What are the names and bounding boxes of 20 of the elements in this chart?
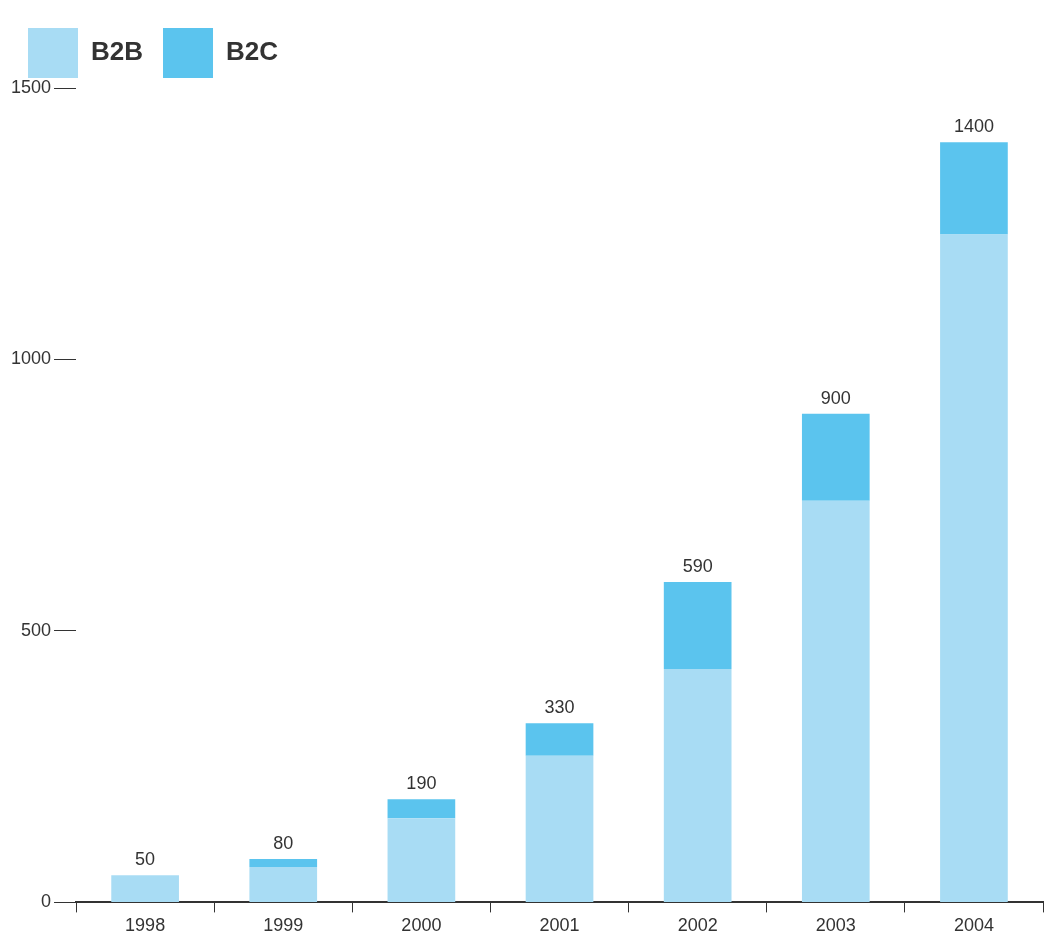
legend-label: B2C bbox=[226, 36, 279, 67]
legend-label: B2B bbox=[91, 36, 144, 67]
y-tick-label: 1500 bbox=[11, 76, 52, 97]
total-label: 330 bbox=[544, 697, 575, 718]
x-tick-label: 1998 bbox=[125, 915, 166, 936]
total-label: 900 bbox=[820, 387, 851, 408]
total-label: 590 bbox=[682, 556, 713, 577]
x-tick-label: 2000 bbox=[401, 915, 442, 936]
total-label: 50 bbox=[135, 849, 156, 870]
y-tick-label: 1000 bbox=[11, 348, 52, 369]
x-tick-label: 2004 bbox=[953, 915, 994, 936]
x-tick-label: 2001 bbox=[539, 915, 580, 936]
y-tick-label: 0 bbox=[41, 891, 52, 912]
x-tick-label: 2002 bbox=[677, 915, 718, 936]
total-label: 190 bbox=[406, 773, 437, 794]
total-label: 1400 bbox=[953, 116, 994, 137]
x-tick-label: 1999 bbox=[263, 915, 304, 936]
total-label: 80 bbox=[273, 832, 294, 853]
y-tick-label: 500 bbox=[21, 619, 52, 640]
x-tick-label: 2003 bbox=[815, 915, 856, 936]
